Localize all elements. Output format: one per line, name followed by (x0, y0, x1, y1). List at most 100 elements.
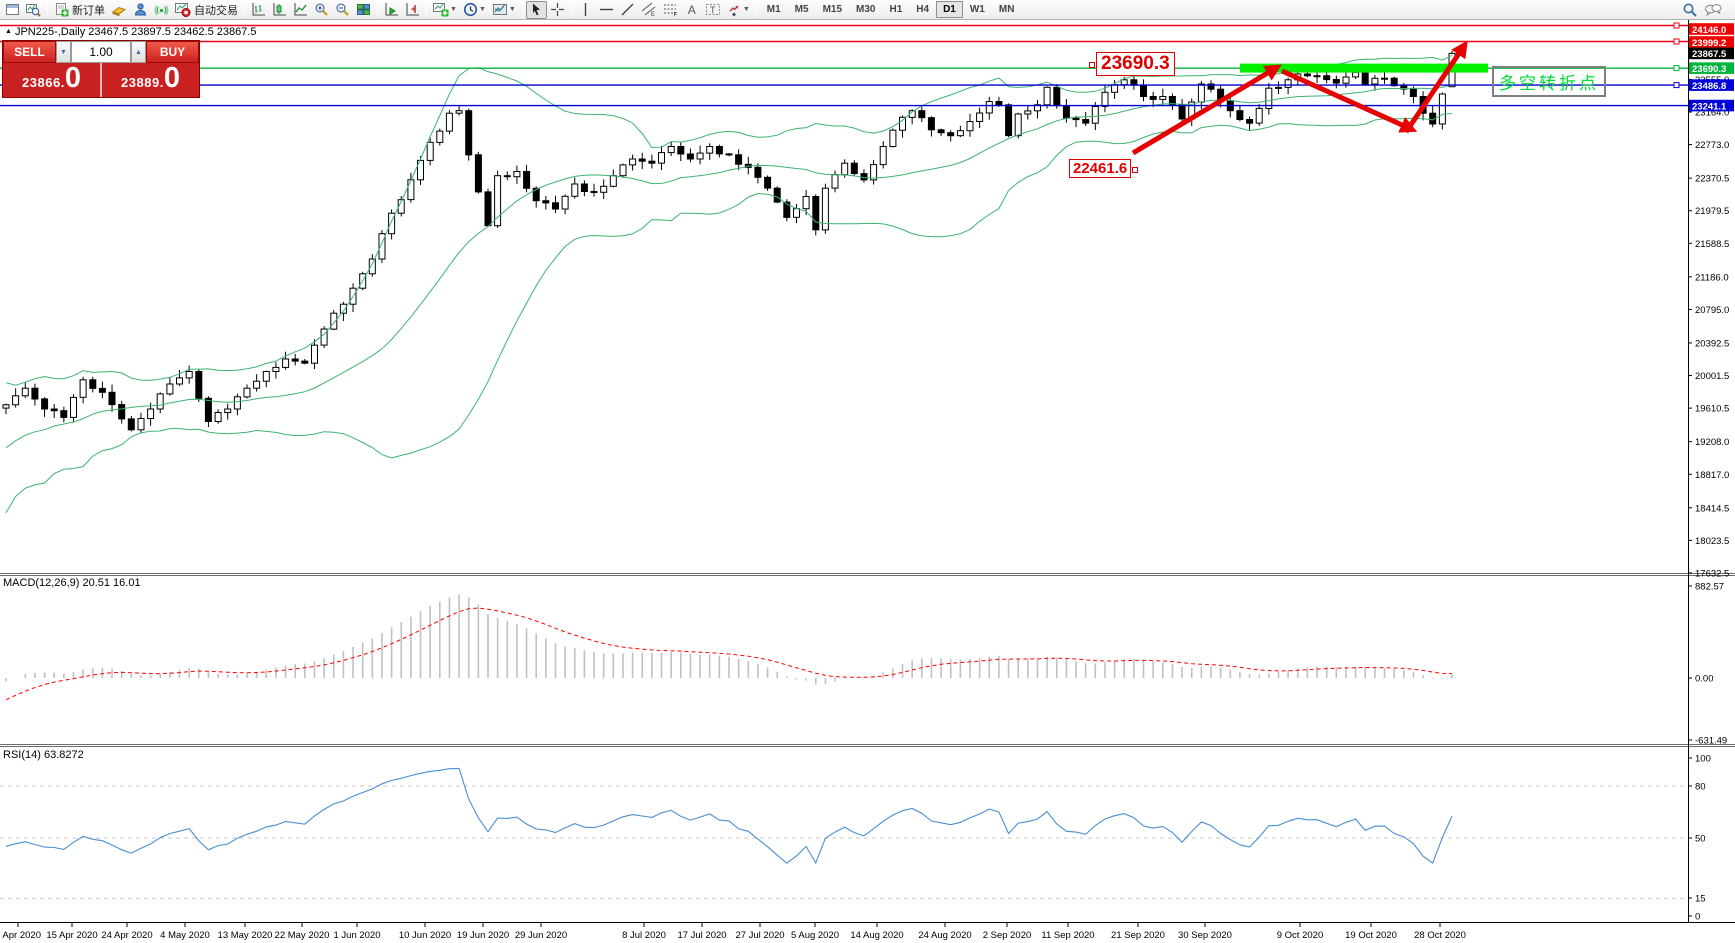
callout-handle[interactable] (1089, 62, 1095, 68)
date-tick-label: 1 Jun 2020 (333, 930, 380, 941)
community-button[interactable] (130, 1, 151, 19)
toolbar-separator (570, 2, 572, 17)
timeframe-MN[interactable]: MN (998, 4, 1015, 15)
auto-scroll-button[interactable] (381, 1, 402, 19)
one-click-collapse-icon[interactable]: ▲ (5, 28, 12, 35)
crosshair-icon (550, 3, 564, 16)
price-level-label: 24146.0 (1692, 25, 1726, 36)
hline-handle[interactable] (1673, 22, 1680, 29)
date-tick-label: 29 Jun 2020 (515, 930, 567, 941)
resistance-price-callout[interactable]: 23690.3 (1089, 52, 1175, 76)
date-tick-label: 10 Jun 2020 (399, 930, 451, 941)
rsi-indicator-label: RSI(14) 63.8272 (3, 749, 84, 761)
resistance-highlight-bar[interactable] (1240, 63, 1488, 73)
turning-point-label[interactable]: 多空转折点 (1492, 66, 1606, 97)
hline-handle[interactable] (1673, 38, 1680, 45)
price-tick-label: 22370.5 (1695, 174, 1729, 185)
timeframe-W1[interactable]: W1 (969, 4, 985, 15)
hline-handle[interactable] (1673, 65, 1680, 72)
trend-arrow-1[interactable] (1131, 64, 1282, 156)
macd-indicator-label: MACD(12,26,9) 20.51 16.01 (3, 577, 141, 589)
periods-button[interactable]: ▼ (460, 1, 489, 19)
sell-price[interactable]: 23866. 0 (3, 63, 100, 97)
volume-input[interactable]: 1.00 (71, 41, 131, 63)
hline-handle[interactable] (1673, 82, 1680, 89)
support-price-callout[interactable]: 22461.6 (1069, 159, 1139, 178)
timeframe-M5[interactable]: M5 (794, 4, 809, 15)
fibonacci-icon: F (663, 4, 677, 17)
bar-chart-button[interactable] (248, 1, 269, 19)
fibonacci-button[interactable]: F (660, 1, 682, 19)
toolbar-separator (377, 2, 378, 17)
autotrading-button[interactable]: 自动交易 (172, 1, 241, 19)
callout-handle[interactable] (1132, 167, 1139, 173)
horizontal-line-button[interactable] (596, 1, 617, 19)
price-tick-label: 22773.0 (1695, 140, 1729, 151)
text-label-icon: T (705, 4, 720, 15)
date-tick-label: 19 Oct 2020 (1345, 930, 1397, 941)
vertical-line-icon (584, 3, 587, 16)
date-tick-label: 9 Oct 2020 (1277, 930, 1323, 941)
text-button[interactable]: A (682, 1, 702, 19)
chart-window-button[interactable] (2, 1, 23, 19)
time-axis: 6 Apr 2020 15 Apr 2020 24 Apr 2020 4 May 20… (0, 923, 1466, 941)
chart-title: ▲ JPN225-,Daily 23467.5 23897.5 23462.5 2… (5, 26, 257, 38)
signal-icon (154, 5, 169, 16)
zoom-in-icon (315, 3, 328, 16)
tile-windows-button[interactable] (353, 1, 374, 19)
new-order-button[interactable]: 新订单 (51, 1, 108, 19)
metaeditor-button[interactable] (108, 1, 130, 19)
line-chart-icon (294, 3, 307, 16)
auto-scroll-icon (385, 3, 398, 16)
crosshair-button[interactable] (547, 1, 568, 19)
clock-icon (463, 2, 478, 17)
channel-button[interactable]: E (638, 1, 660, 19)
indicators-button[interactable]: ▼ (430, 1, 460, 19)
trend-arrow-3[interactable] (1403, 40, 1468, 134)
cursor-button[interactable] (525, 0, 547, 19)
zoom-out-button[interactable] (332, 1, 353, 19)
candlestick-chart-button[interactable] (269, 1, 290, 19)
search-button[interactable] (1679, 1, 1701, 19)
date-tick-label: 14 Aug 2020 (850, 930, 903, 941)
trendline-button[interactable] (617, 1, 638, 19)
rsi-axis-label: 15 (1695, 894, 1706, 905)
chart-shift-button[interactable] (402, 1, 423, 19)
text-label-button[interactable]: T (702, 1, 724, 19)
timeframe-M15[interactable]: M15 (822, 4, 843, 15)
timeframe-H4[interactable]: H4 (916, 4, 930, 15)
volume-decrease-button[interactable]: ▼ (56, 41, 71, 63)
volume-increase-button[interactable]: ▲ (131, 41, 146, 63)
market-overview-button[interactable] (23, 1, 44, 19)
buy-button[interactable]: BUY (146, 41, 199, 63)
timeframe-M30[interactable]: M30 (856, 4, 876, 15)
price-tick-label: 18414.5 (1695, 503, 1729, 514)
zoom-in-button[interactable] (311, 1, 332, 19)
chat-button[interactable] (1701, 1, 1725, 19)
buy-price[interactable]: 23889. 0 (102, 63, 199, 97)
main-toolbar: 新订单 自动交易 ▼ ▼ ▼ E F A T ▼ M1 M5 M15 M30 H1 H4 D… (0, 0, 1735, 20)
support-price-text: 22461.6 (1073, 160, 1128, 177)
trendline-icon (621, 3, 634, 16)
arrows-dropdown-arrow: ▼ (742, 6, 750, 13)
vertical-line-button[interactable] (575, 1, 596, 19)
trend-arrow-2[interactable] (1280, 68, 1418, 133)
templates-button[interactable]: ▼ (489, 1, 519, 19)
price-divider (100, 63, 102, 97)
timeframe-M1[interactable]: M1 (766, 4, 781, 15)
one-click-trading-panel: SELL ▼ 1.00 ▲ BUY 23866. 0 23889. 0 (2, 40, 200, 98)
rsi-pane (0, 767, 1688, 900)
timeframe-H1[interactable]: H1 (889, 4, 903, 15)
sell-button[interactable]: SELL (3, 41, 56, 63)
signals-button[interactable] (151, 1, 172, 19)
toolbar-separator (521, 2, 523, 17)
arrows-button[interactable]: ▼ (724, 1, 753, 19)
date-tick-label: 21 Sep 2020 (1111, 930, 1165, 941)
date-tick-label: 6 Apr 2020 (0, 930, 41, 941)
templates-dropdown-arrow: ▼ (508, 6, 516, 13)
line-chart-button[interactable] (290, 1, 311, 19)
resistance-price-text: 23690.3 (1101, 53, 1170, 74)
rsi-line (5, 767, 1453, 865)
timeframe-D1[interactable]: D1 (936, 1, 963, 18)
